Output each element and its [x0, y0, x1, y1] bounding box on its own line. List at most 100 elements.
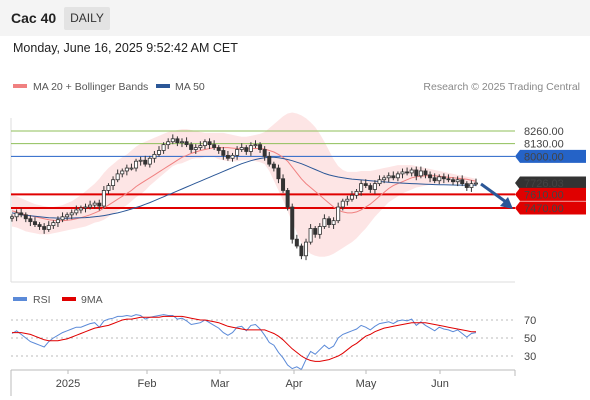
candle-body-down [313, 228, 318, 235]
candle [221, 147, 226, 160]
candle [37, 222, 42, 230]
level-label-8260-00: 8260.00 [524, 126, 564, 138]
candle-body-down [175, 138, 180, 144]
candle [28, 215, 33, 227]
candle [42, 223, 47, 234]
candle [202, 139, 207, 150]
candle [253, 140, 258, 149]
time-axis-labels: 2025 Feb Mar Apr May Jun [56, 370, 449, 390]
candle-body-down [423, 170, 428, 176]
candle [460, 175, 465, 187]
rsi-line [11, 314, 477, 371]
candle-body-up [179, 141, 184, 144]
candle [189, 142, 194, 153]
candlesticks-layer [9, 134, 478, 261]
candle [120, 168, 125, 178]
candle-body-down [299, 245, 304, 257]
candle-body-down [290, 206, 295, 240]
rsi-ma-legend-swatch [62, 297, 76, 301]
candle [69, 209, 74, 220]
rsi-tick-30: 30 [524, 351, 536, 363]
projection-arrow [480, 182, 513, 209]
rsi-grid: 70 50 30 [11, 315, 536, 363]
candle-body-up [395, 173, 400, 179]
candle-body-up [88, 204, 93, 208]
candle [308, 224, 313, 245]
candle [92, 200, 97, 209]
candle-body-up [322, 218, 327, 227]
candle-body-up [437, 176, 442, 182]
candle [432, 173, 437, 184]
candle-body-down [42, 226, 47, 230]
candle [409, 167, 414, 177]
ma50-legend-label: MA 50 [175, 81, 205, 93]
candle [143, 155, 148, 167]
level-tag-8000-00: 8000.00 [515, 149, 586, 163]
candle [395, 171, 400, 182]
candle [78, 205, 83, 214]
candle [354, 188, 359, 199]
rsi-ma-legend-label: 9MA [81, 294, 103, 306]
candle [290, 203, 295, 244]
candle-body-up [473, 182, 478, 185]
candle-body-up [9, 216, 14, 219]
candle [262, 146, 267, 161]
candle-body-up [65, 214, 70, 218]
candle [446, 174, 451, 183]
candle [281, 174, 286, 193]
candle-body-up [308, 228, 313, 243]
candle [216, 145, 221, 154]
candle [212, 140, 217, 151]
candle-body-up [120, 170, 125, 175]
candle [464, 181, 469, 191]
candle [184, 137, 189, 148]
candle [258, 142, 263, 153]
candle [230, 152, 235, 162]
time-label-2025: 2025 [56, 378, 80, 390]
candle [285, 188, 290, 211]
candle-body-up [51, 222, 56, 226]
candle-body-up [170, 138, 175, 143]
candle [326, 216, 331, 228]
candle-body-up [78, 207, 83, 211]
candle [299, 243, 304, 260]
candle [175, 136, 180, 147]
candle [248, 142, 253, 156]
level-tag-7726-03: 7726.03 [515, 176, 586, 190]
candle [304, 238, 309, 261]
candle [340, 198, 345, 211]
candle-body-up [317, 226, 322, 235]
candle-body-down [37, 224, 42, 227]
candle [437, 174, 442, 185]
candle [166, 138, 171, 150]
candle [147, 155, 152, 168]
candle-body-down [285, 190, 290, 208]
candle [276, 164, 281, 184]
candle-body-up [354, 191, 359, 196]
candle [65, 212, 70, 221]
candle [271, 161, 276, 172]
candle-body-down [432, 177, 437, 182]
level-tag-text-7470-00: 7470.00 [524, 203, 564, 215]
timeframe-badge[interactable]: DAILY [64, 7, 110, 30]
candle [451, 177, 456, 186]
candle-body-down [326, 218, 331, 225]
bollinger-band-area [12, 112, 476, 257]
candle-body-down [271, 163, 276, 169]
candle [372, 180, 377, 194]
projection-arrow-shaft [480, 182, 507, 204]
candle [111, 176, 116, 190]
candle [170, 134, 175, 145]
candle-body-down [28, 218, 33, 223]
candle-body-up [101, 190, 106, 207]
candle-body-down [207, 141, 212, 146]
candle [368, 183, 373, 193]
candle-body-up [455, 179, 460, 183]
candle-body-up [166, 141, 171, 146]
candle-body-up [193, 147, 198, 150]
candle-body-up [235, 149, 240, 156]
level-tag-text-8000-00: 8000.00 [524, 151, 564, 163]
candle-body-up [83, 206, 88, 209]
candle [193, 144, 198, 154]
candle [14, 209, 19, 222]
